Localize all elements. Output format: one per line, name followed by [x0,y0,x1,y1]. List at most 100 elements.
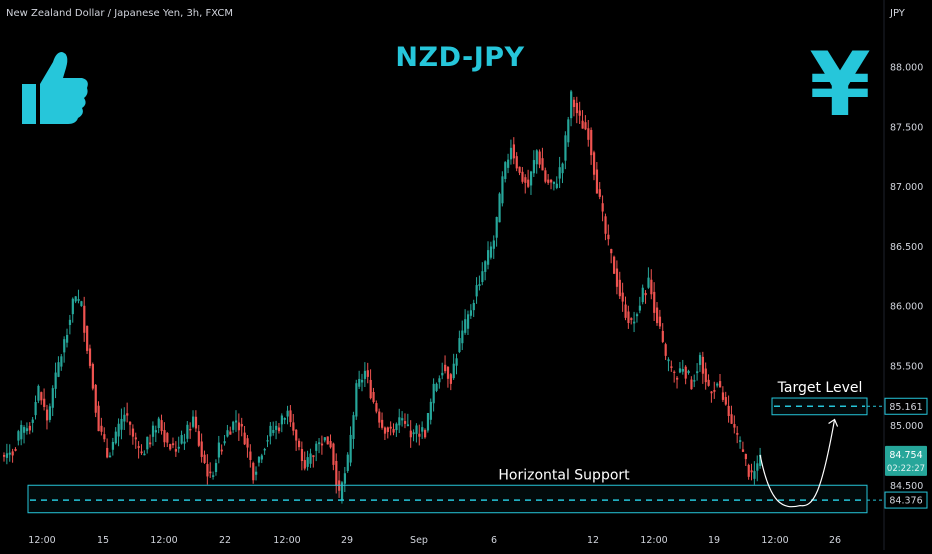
candle-body[interactable] [521,171,524,182]
candle-body[interactable] [349,434,352,463]
candle-body[interactable] [223,441,226,444]
candle-body[interactable] [590,129,593,156]
candle-body[interactable] [696,371,699,374]
candle-body[interactable] [638,305,642,311]
candle-body[interactable] [126,413,129,416]
candle-body[interactable] [309,453,312,464]
candle-body[interactable] [48,406,52,420]
candle-body[interactable] [739,440,742,442]
candle-body[interactable] [721,392,725,400]
candle-body[interactable] [716,383,719,386]
candle-body[interactable] [481,271,484,283]
candle-body[interactable] [346,454,349,471]
candle-body[interactable] [472,302,475,311]
candle-body[interactable] [212,475,215,477]
candle-body[interactable] [83,305,86,333]
candle-body[interactable] [131,428,135,437]
candle-body[interactable] [323,437,326,441]
candle-body[interactable] [23,427,26,433]
candle-body[interactable] [68,319,72,325]
candle-body[interactable] [495,217,498,238]
candle-body[interactable] [461,330,464,344]
candle-body[interactable] [25,428,29,432]
candle-body[interactable] [501,176,504,204]
candle-body[interactable] [458,338,461,353]
candle-body[interactable] [524,177,527,183]
support-zone[interactable] [27,484,868,514]
candle-body[interactable] [17,431,20,441]
candle-body[interactable] [713,389,716,392]
candle-body[interactable] [257,456,261,463]
candle-body[interactable] [363,370,367,379]
candle-body[interactable] [655,307,659,324]
candle-body[interactable] [550,179,553,183]
candle-body[interactable] [206,464,209,477]
candle-body[interactable] [255,471,258,475]
candle-body[interactable] [750,470,753,473]
candle-body[interactable] [229,431,232,435]
candle-body[interactable] [277,427,281,432]
candle-body[interactable] [117,423,120,437]
candle-body[interactable] [567,119,570,143]
candle-body[interactable] [203,454,206,463]
candle-body[interactable] [570,91,573,119]
candle-body[interactable] [263,448,266,451]
candle-body[interactable] [727,405,730,417]
candle-body[interactable] [558,167,561,179]
candle-body[interactable] [315,443,318,451]
candle-body[interactable] [515,156,518,169]
candle-body[interactable] [650,279,653,295]
candle-body[interactable] [74,296,77,302]
candle-body[interactable] [375,403,378,412]
candle-body[interactable] [544,170,547,182]
candle-body[interactable] [392,429,395,433]
candle-body[interactable] [8,452,11,455]
candle-body[interactable] [91,364,94,389]
candle-body[interactable] [409,430,412,438]
candle-body[interactable] [395,423,398,431]
candle-body[interactable] [234,420,238,423]
candle-body[interactable] [687,370,690,374]
candle-body[interactable] [595,169,599,194]
candle-body[interactable] [389,426,392,429]
candle-body[interactable] [744,453,747,460]
candle-body[interactable] [226,430,229,437]
candle-body[interactable] [214,463,218,472]
candle-body[interactable] [114,431,117,444]
candle-body[interactable] [51,388,54,408]
candle-body[interactable] [432,383,435,404]
candle-body[interactable] [644,292,647,296]
candle-body[interactable] [306,457,309,467]
candle-body[interactable] [60,356,63,367]
candle-body[interactable] [94,384,97,413]
candle-body[interactable] [469,310,473,316]
candle-body[interactable] [86,325,89,351]
candle-body[interactable] [529,171,533,186]
candle-body[interactable] [424,430,427,438]
candle-body[interactable] [736,432,739,435]
candle-body[interactable] [412,432,415,435]
candle-body[interactable] [209,471,212,474]
candle-body[interactable] [690,379,693,390]
candle-body[interactable] [572,99,576,108]
candle-body[interactable] [664,344,667,356]
candle-body[interactable] [134,437,137,440]
candle-body[interactable] [100,425,103,432]
candle-body[interactable] [429,401,432,420]
candle-body[interactable] [14,449,17,451]
candle-body[interactable] [20,424,23,440]
candle-body[interactable] [40,392,43,401]
candle-body[interactable] [684,366,687,379]
candle-body[interactable] [426,412,430,431]
candle-body[interactable] [106,447,109,458]
candle-body[interactable] [630,318,633,320]
candle-body[interactable] [604,216,607,234]
candle-body[interactable] [759,454,762,466]
candle-body[interactable] [28,425,31,431]
candle-body[interactable] [154,430,157,433]
candle-body[interactable] [157,418,160,428]
candle-body[interactable] [108,455,112,458]
candle-body[interactable] [335,460,338,487]
candle-body[interactable] [518,166,521,173]
candle-body[interactable] [186,424,189,439]
